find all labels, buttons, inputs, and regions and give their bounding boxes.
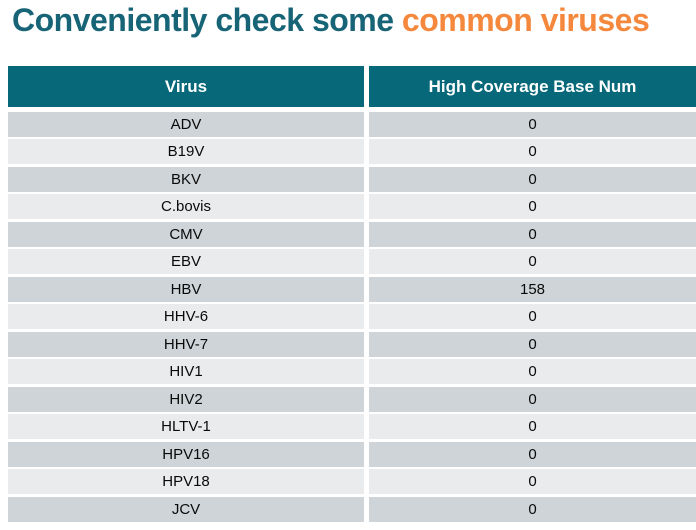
virus-name-cell: HLTV-1 [8, 414, 364, 439]
coverage-value-cell: 0 [369, 331, 696, 357]
table-row: HLTV-1 0 [8, 414, 696, 439]
coverage-value-cell: 0 [369, 469, 696, 494]
table-row: B19V 0 [8, 139, 696, 164]
virus-table: Virus High Coverage Base Num ADV 0 B19V … [8, 66, 696, 522]
virus-name-cell: HPV16 [8, 441, 364, 467]
page-title-teal-text: Conveniently check some [12, 2, 394, 38]
coverage-value-cell: 0 [369, 359, 696, 384]
coverage-value-cell: 0 [369, 221, 696, 247]
virus-name-cell: HPV18 [8, 469, 364, 494]
table-row: EBV 0 [8, 249, 696, 274]
table-body: ADV 0 B19V 0 BKV 0 C.bovis 0 CMV 0 EBV 0… [8, 111, 696, 522]
coverage-value-cell: 0 [369, 139, 696, 164]
table-row: HPV16 0 [8, 441, 696, 467]
table-row: CMV 0 [8, 221, 696, 247]
coverage-value-cell: 0 [369, 496, 696, 522]
table-row: HBV 158 [8, 276, 696, 302]
table-row: ADV 0 [8, 111, 696, 137]
table-row: JCV 0 [8, 496, 696, 522]
coverage-value-cell: 0 [369, 194, 696, 219]
table-row: HPV18 0 [8, 469, 696, 494]
coverage-value-cell: 0 [369, 441, 696, 467]
virus-name-cell: CMV [8, 221, 364, 247]
table-row: BKV 0 [8, 166, 696, 192]
coverage-value-cell: 0 [369, 111, 696, 137]
virus-name-cell: JCV [8, 496, 364, 522]
table-row: HHV-6 0 [8, 304, 696, 329]
coverage-value-cell: 0 [369, 249, 696, 274]
virus-name-cell: B19V [8, 139, 364, 164]
table-row: C.bovis 0 [8, 194, 696, 219]
column-header-virus: Virus [8, 66, 364, 107]
virus-name-cell: C.bovis [8, 194, 364, 219]
virus-name-cell: HHV-7 [8, 331, 364, 357]
virus-name-cell: HHV-6 [8, 304, 364, 329]
virus-name-cell: BKV [8, 166, 364, 192]
page-title-orange-text: common viruses [401, 2, 650, 38]
virus-name-cell: HIV2 [8, 386, 364, 412]
virus-name-cell: HIV1 [8, 359, 364, 384]
page-title: Conveniently check some common viruses [12, 0, 650, 40]
column-header-high-coverage-base-num: High Coverage Base Num [369, 66, 696, 107]
virus-name-cell: HBV [8, 276, 364, 302]
virus-name-cell: ADV [8, 111, 364, 137]
table-row: HHV-7 0 [8, 331, 696, 357]
coverage-value-cell: 0 [369, 304, 696, 329]
table-header-row: Virus High Coverage Base Num [8, 66, 696, 107]
coverage-value-cell: 158 [369, 276, 696, 302]
table-row: HIV2 0 [8, 386, 696, 412]
virus-name-cell: EBV [8, 249, 364, 274]
table-row: HIV1 0 [8, 359, 696, 384]
coverage-value-cell: 0 [369, 386, 696, 412]
coverage-value-cell: 0 [369, 166, 696, 192]
coverage-value-cell: 0 [369, 414, 696, 439]
